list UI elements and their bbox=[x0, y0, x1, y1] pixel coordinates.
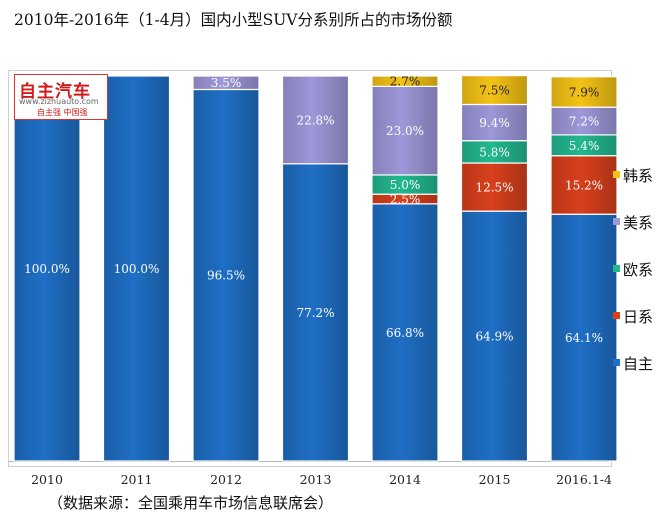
data-label: 12.5% bbox=[475, 181, 513, 195]
bar-segment-5-1 bbox=[460, 162, 529, 212]
logo-tagline: 自主强 中国强 bbox=[37, 108, 88, 117]
legend-swatch bbox=[613, 312, 620, 319]
legend-label: 韩系 bbox=[623, 167, 653, 185]
data-label: 7.2% bbox=[569, 115, 600, 129]
data-label: 2.7% bbox=[390, 75, 421, 89]
data-label: 5.4% bbox=[569, 139, 600, 153]
logo-brand: 自主汽车 bbox=[19, 82, 91, 102]
data-label: 96.5% bbox=[207, 269, 245, 283]
bar-segment-5-0 bbox=[460, 210, 529, 462]
data-label: 2.5% bbox=[390, 193, 421, 207]
data-label: 7.9% bbox=[569, 85, 600, 99]
bar-segment-5-4 bbox=[460, 75, 529, 106]
logo-url: www.zizhuauto.com bbox=[19, 97, 99, 106]
legend-label: 美系 bbox=[623, 214, 653, 232]
x-tick-label: 2010 bbox=[31, 472, 63, 487]
x-tick-label: 2012 bbox=[210, 472, 242, 487]
x-tick-label: 2013 bbox=[300, 472, 332, 487]
bar-segment-4-0 bbox=[371, 203, 439, 462]
bar-segment-4-3 bbox=[371, 85, 439, 176]
chart-title: 2010年-2016年（1-4月）国内小型SUV分系别所占的市场份额 bbox=[14, 11, 453, 29]
bar-segment-6-4 bbox=[550, 76, 618, 108]
legend-label: 自主 bbox=[623, 355, 653, 373]
bar-segment-4-4 bbox=[371, 75, 439, 87]
x-tick-label: 2014 bbox=[389, 472, 421, 487]
legend-swatch bbox=[613, 359, 620, 366]
data-source-note: （数据来源：全国乘用车市场信息联席会） bbox=[48, 494, 334, 512]
x-tick-label: 2011 bbox=[121, 472, 153, 487]
bar-segment-6-3 bbox=[550, 106, 618, 136]
legend-swatch bbox=[613, 265, 620, 272]
bar-segment-0-0 bbox=[13, 75, 81, 462]
legend-swatch bbox=[613, 218, 620, 225]
data-label: 5.0% bbox=[390, 178, 421, 192]
x-tick-label: 2016.1-4 bbox=[556, 472, 612, 487]
data-label: 64.9% bbox=[475, 330, 513, 344]
watermark-logo: 自主汽车 www.zizhuauto.com 自主强 中国强 bbox=[14, 74, 108, 120]
bar-segment-5-3 bbox=[460, 103, 529, 142]
data-label: 64.1% bbox=[565, 331, 603, 345]
data-label: 22.8% bbox=[296, 113, 334, 127]
legend-label: 日系 bbox=[623, 308, 653, 326]
x-tick-label: 2015 bbox=[479, 472, 511, 487]
legend-swatch bbox=[613, 171, 620, 178]
data-label: 3.5% bbox=[211, 76, 242, 90]
bar-segment-1-0 bbox=[102, 75, 171, 462]
legend-label: 欧系 bbox=[623, 261, 653, 279]
data-label: 5.8% bbox=[479, 145, 510, 159]
data-label: 77.2% bbox=[296, 306, 334, 320]
data-label: 9.4% bbox=[479, 116, 510, 130]
data-label: 100.0% bbox=[24, 262, 70, 276]
bar-segment-3-3 bbox=[281, 75, 350, 165]
data-label: 15.2% bbox=[565, 178, 603, 192]
bar-segment-2-3 bbox=[192, 75, 260, 91]
bar-segment-3-0 bbox=[281, 163, 350, 462]
data-label: 7.5% bbox=[479, 84, 510, 98]
data-label: 66.8% bbox=[386, 326, 424, 340]
data-label: 23.0% bbox=[386, 124, 424, 138]
data-label: 100.0% bbox=[114, 262, 160, 276]
bar-segment-6-0 bbox=[550, 213, 618, 462]
